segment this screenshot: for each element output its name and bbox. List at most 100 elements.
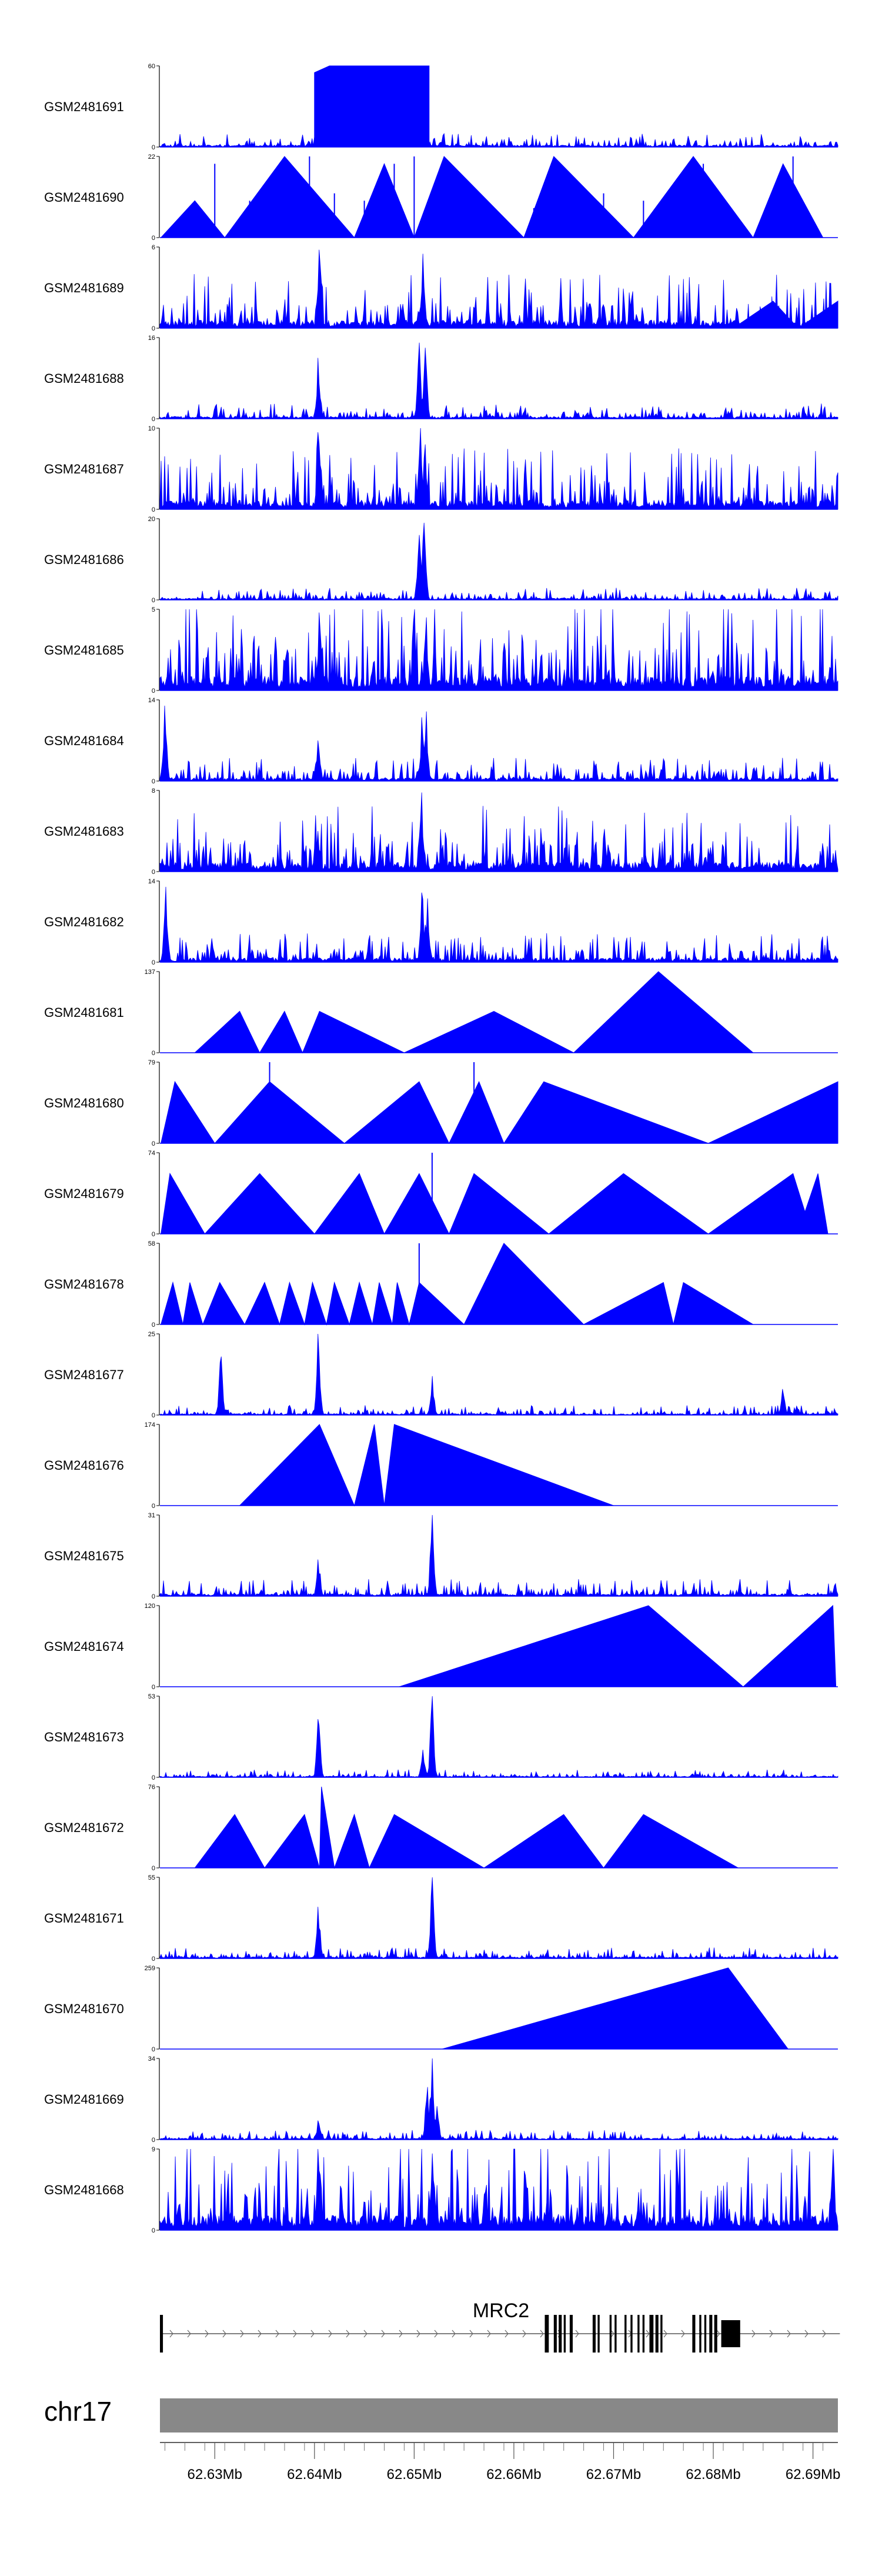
y-tick-label-zero: 0: [152, 235, 155, 242]
signal-area: [399, 1604, 837, 1687]
track-label: GSM2481684: [44, 733, 124, 748]
track-GSM2481683: GSM2481683 8 0: [44, 788, 838, 876]
strand-arrow: [222, 2330, 226, 2338]
signal-area: [160, 156, 824, 239]
y-tick-label-max: 8: [152, 788, 155, 795]
y-tick-label-max: 14: [148, 697, 155, 704]
y-tick-label-zero: 0: [152, 1231, 155, 1238]
strand-arrow: [399, 2330, 403, 2338]
track-GSM2481691: GSM2481691 60 0: [44, 63, 838, 151]
y-tick-label-max: 22: [148, 154, 155, 161]
track-label: GSM2481679: [44, 1186, 124, 1201]
strand-arrow: [381, 2330, 385, 2338]
track-GSM2481689: GSM2481689 6 0: [44, 244, 838, 332]
track-label: GSM2481682: [44, 915, 124, 929]
gene-exon: [692, 2315, 696, 2353]
y-tick-label-zero: 0: [152, 688, 155, 695]
y-tick-label-zero: 0: [152, 325, 155, 332]
track-GSM2481670: GSM2481670 259 0: [44, 1965, 838, 2053]
track-label: GSM2481676: [44, 1458, 124, 1473]
track-GSM2481686: GSM2481686 20 0: [44, 516, 838, 604]
track-GSM2481685: GSM2481685 5 0: [44, 606, 838, 695]
track-label: GSM2481685: [44, 643, 124, 658]
gene-exon: [160, 2315, 163, 2353]
y-tick-label-max: 55: [148, 1874, 155, 1881]
data-tracks: GSM2481691600GSM2481690220GSM248168960GS…: [44, 63, 838, 2234]
signal-area: [159, 249, 838, 329]
y-tick-label-max: 60: [148, 63, 155, 70]
track-label: GSM2481677: [44, 1367, 124, 1382]
signal-area: [161, 1080, 838, 1144]
track-GSM2481680: GSM2481680 79 0: [44, 1059, 838, 1147]
track-label: GSM2481668: [44, 2183, 124, 2197]
track-GSM2481681: GSM2481681 137 0: [44, 969, 838, 1057]
y-tick-label-max: 20: [148, 516, 155, 523]
track-GSM2481675: GSM2481675 31 0: [44, 1512, 838, 1600]
gene-exon: [609, 2315, 612, 2353]
strand-arrow: [822, 2330, 826, 2338]
strand-arrow: [646, 2330, 650, 2338]
x-tick-label: 62.69Mb: [786, 2467, 840, 2482]
track-GSM2481688: GSM2481688 16 0: [44, 335, 838, 423]
signal-area: [159, 2148, 838, 2231]
track-GSM2481678: GSM2481678 58 0: [44, 1240, 838, 1329]
signal-area: [159, 609, 838, 691]
track-GSM2481674: GSM2481674 120 0: [44, 1603, 838, 1691]
y-tick-label-zero: 0: [152, 1774, 155, 1781]
y-tick-label-zero: 0: [152, 1865, 155, 1872]
y-tick-label-max: 137: [145, 969, 155, 976]
strand-arrow: [769, 2330, 773, 2338]
y-tick-label-zero: 0: [152, 1140, 155, 1147]
y-tick-label-max: 31: [148, 1512, 155, 1519]
strand-arrow: [416, 2330, 420, 2338]
y-tick-label-zero: 0: [152, 959, 155, 966]
chromosome-ideogram: chr17: [44, 2396, 838, 2432]
y-tick-label-zero: 0: [152, 144, 155, 151]
signal-area: [159, 1333, 838, 1416]
y-tick-label-max: 74: [148, 1150, 155, 1157]
x-tick-label: 62.67Mb: [586, 2467, 641, 2482]
track-GSM2481690: GSM2481690 22 0: [44, 154, 838, 242]
track-label: GSM2481675: [44, 1549, 124, 1563]
track-label: GSM2481687: [44, 462, 124, 476]
strand-arrow: [681, 2330, 685, 2338]
strand-arrow: [505, 2330, 509, 2338]
track-label: GSM2481671: [44, 1911, 124, 1926]
signal-area: [159, 522, 838, 600]
gene-exon: [614, 2315, 617, 2353]
track-label: GSM2481686: [44, 552, 124, 567]
signal-area-segment: [314, 65, 430, 148]
x-tick-label: 62.64Mb: [287, 2467, 342, 2482]
strand-arrow: [452, 2330, 456, 2338]
track-label: GSM2481678: [44, 1277, 124, 1292]
signal-area: [442, 1967, 789, 2050]
track-GSM2481682: GSM2481682 14 0: [44, 878, 838, 966]
gene-exon: [569, 2315, 573, 2353]
strand-arrow: [716, 2330, 720, 2338]
gene-exon: [637, 2315, 640, 2353]
strand-arrow: [575, 2330, 579, 2338]
track-label: GSM2481681: [44, 1005, 124, 1020]
gene-exon: [597, 2315, 600, 2353]
y-tick-label-max: 9: [152, 2146, 155, 2153]
gene-annotation-track: MRC2: [160, 2300, 840, 2353]
strand-arrow: [610, 2330, 614, 2338]
strand-arrow: [804, 2330, 808, 2338]
signal-area: [194, 1786, 740, 1869]
track-GSM2481668: GSM2481668 9 0: [44, 2146, 838, 2234]
signal-area: [194, 971, 754, 1054]
x-tick-label: 62.68Mb: [686, 2467, 740, 2482]
track-GSM2481671: GSM2481671 55 0: [44, 1874, 838, 1963]
track-GSM2481677: GSM2481677 25 0: [44, 1331, 838, 1419]
y-tick-label-max: 5: [152, 606, 155, 613]
strand-arrow: [434, 2330, 438, 2338]
track-GSM2481673: GSM2481673 53 0: [44, 1693, 838, 1781]
y-tick-label-max: 58: [148, 1240, 155, 1247]
y-tick-label-zero: 0: [152, 869, 155, 876]
y-tick-label-zero: 0: [152, 2137, 155, 2144]
gene-exon: [563, 2315, 566, 2353]
gene-label: MRC2: [473, 2300, 529, 2322]
strand-arrow: [522, 2330, 526, 2338]
signal-area: [159, 428, 838, 510]
